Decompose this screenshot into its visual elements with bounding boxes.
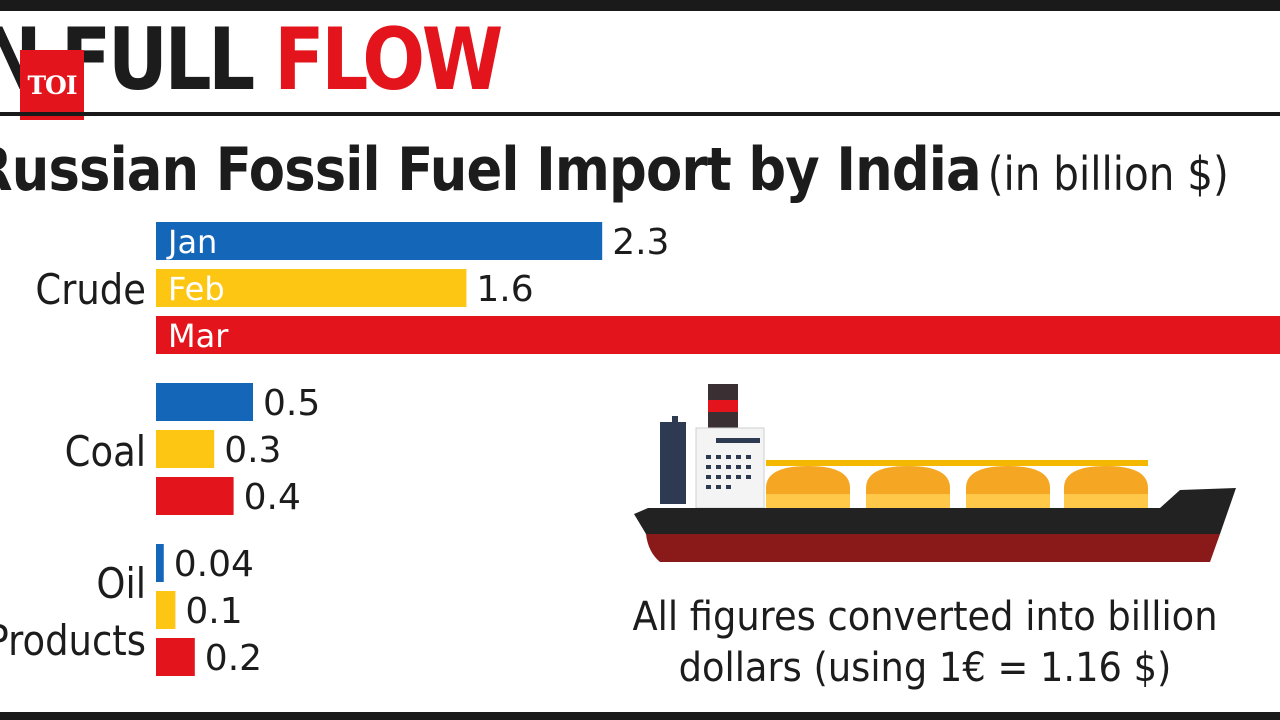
headline-red: FLOW: [274, 10, 503, 110]
value-label-coal-jan: 0.5: [263, 383, 320, 424]
value-label-oil-products-mar: 0.2: [205, 638, 262, 679]
bar-oil-products-feb: [156, 591, 176, 629]
value-label-oil-products-feb: 0.1: [185, 591, 242, 632]
footnote-line-2: dollars (using 1€ = 1.16 $): [678, 645, 1172, 691]
bar-chart: Crude Jan 2.3 Feb 1.6 Mar Coal 0.5 0.3 0.4 Oil Prod…: [0, 222, 1280, 679]
bar-coal-jan: [156, 383, 253, 421]
bar-crude-mar: [156, 316, 1280, 354]
value-label-coal-feb: 0.3: [224, 430, 281, 471]
month-label-mar: Mar: [168, 317, 229, 355]
lng-tanker-ship-icon: [634, 384, 1236, 562]
top-border: [0, 0, 1280, 11]
group-label-coal-0: Coal: [65, 428, 146, 477]
group-label-oil-products-0: Oil: [96, 560, 146, 609]
bar-crude-jan: [156, 222, 603, 260]
chart-title: Russian Fossil Fuel Import by India (in b…: [0, 136, 1229, 204]
value-label-crude-feb: 1.6: [476, 269, 533, 310]
footnote: All figures converted into billion dolla…: [626, 592, 1224, 694]
footnote-line-1: All figures converted into billion: [632, 594, 1218, 640]
group-label-crude-0: Crude: [35, 266, 146, 315]
bar-coal-mar: [156, 477, 234, 515]
toi-logo: TOI: [20, 50, 84, 120]
month-label-feb: Feb: [168, 270, 225, 308]
bar-oil-products-mar: [156, 638, 195, 676]
chart-title-main: Russian Fossil Fuel Import by India: [0, 135, 982, 205]
bar-crude-feb: [156, 269, 467, 307]
value-label-crude-jan: 2.3: [612, 222, 669, 263]
group-label-oil-products-1: Products: [0, 617, 146, 666]
value-label-coal-mar: 0.4: [244, 477, 301, 518]
header-rule: [0, 112, 1280, 116]
bar-oil-products-jan: [156, 544, 164, 582]
bar-coal-feb: [156, 430, 215, 468]
month-label-jan: Jan: [166, 223, 217, 261]
chart-title-unit: (in billion $): [987, 147, 1229, 201]
bottom-border: [0, 712, 1280, 720]
value-label-oil-products-jan: 0.04: [174, 544, 254, 585]
